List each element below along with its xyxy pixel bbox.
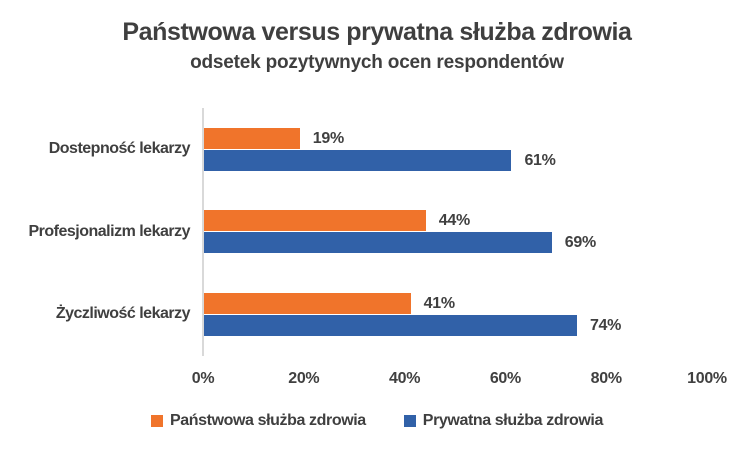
bar-value-label: 44% — [438, 212, 470, 229]
x-tick-label: 40% — [389, 370, 421, 387]
x-tick-label: 100% — [687, 370, 727, 387]
category-label: Dostepność lekarzy — [48, 140, 191, 157]
x-tick-label: 80% — [590, 370, 622, 387]
category-label: Życzliwość lekarzy — [55, 305, 191, 322]
category-label: Profesjonalizm lekarzy — [28, 222, 190, 240]
bar-segment — [204, 149, 512, 171]
bar-segment — [204, 292, 411, 314]
chart-subtitle: odsetek pozytywnych ocen respondentów — [190, 52, 564, 73]
bar-segment — [204, 210, 426, 231]
legend-item: Państwowa służba zdrowia — [151, 412, 366, 430]
bar-value-label: 74% — [589, 316, 622, 334]
y-axis-line — [202, 108, 204, 356]
bar-segment — [204, 232, 552, 253]
x-tick-label: 60% — [489, 370, 521, 387]
bar-value-label: 61% — [524, 151, 556, 169]
bar-value-label: 19% — [312, 129, 344, 147]
x-tick-label: 0% — [191, 370, 215, 387]
bar-value-label: 69% — [564, 234, 596, 251]
x-tick-label: 20% — [288, 370, 320, 387]
bar-segment — [204, 314, 577, 336]
legend-item: Prywatna służba zdrowia — [403, 412, 604, 430]
bar-segment — [204, 127, 300, 149]
legend-label: Państwowa służba zdrowia — [170, 412, 366, 429]
legend-swatch-icon — [403, 415, 416, 427]
bar-value-label: 41% — [423, 294, 455, 312]
legend-swatch-icon — [151, 415, 164, 427]
chart-title: Państwowa versus prywatna służba zdrowia — [122, 18, 632, 46]
legend-label: Prywatna służba zdrowia — [422, 412, 604, 429]
legend: Państwowa służba zdrowia Prywatna służba … — [0, 412, 754, 430]
